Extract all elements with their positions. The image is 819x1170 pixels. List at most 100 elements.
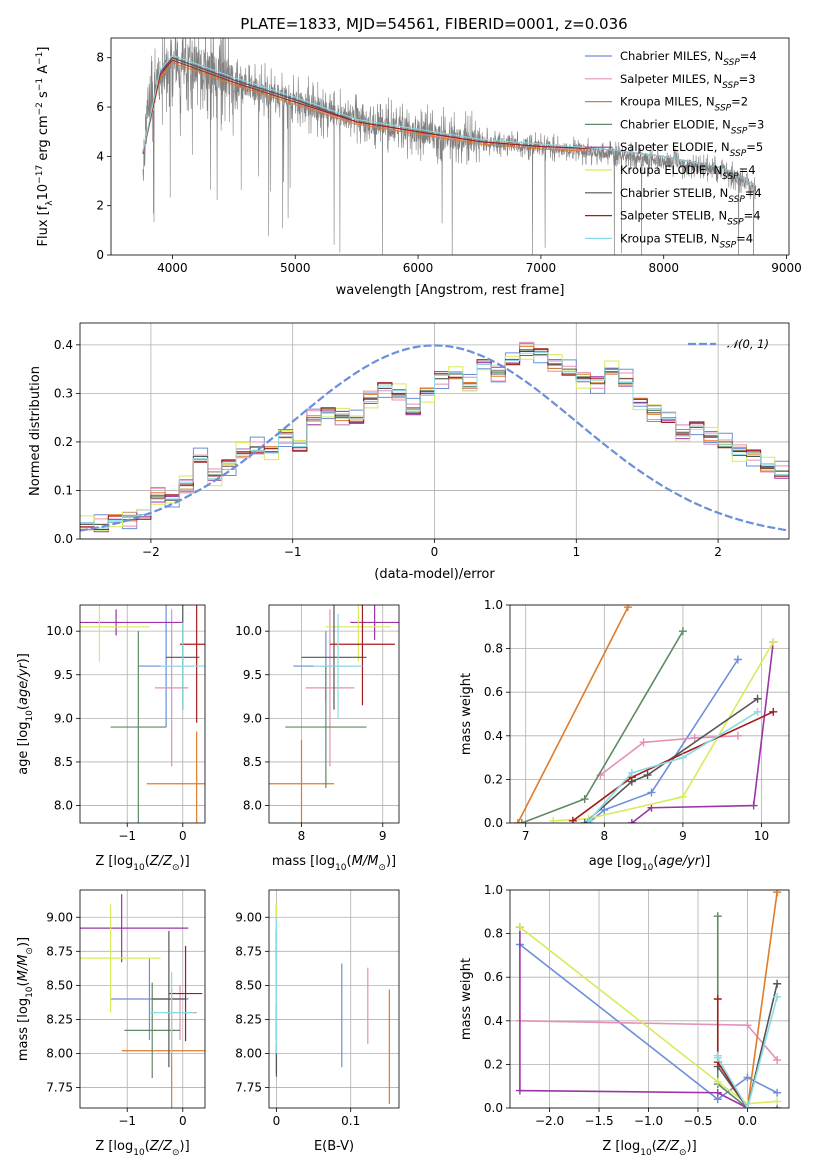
weight-marker <box>627 768 636 777</box>
x-tick-label: 8 <box>600 829 608 843</box>
plot-area <box>80 341 789 533</box>
x-tick-label: 0.0 <box>738 1114 757 1128</box>
weight-series-line <box>521 630 684 823</box>
weight-marker <box>678 627 687 636</box>
weight-marker <box>713 1088 722 1097</box>
weight-series-line <box>584 698 759 823</box>
spectrum-panel: 4000 5000 6000 7000 8000 9000 0 2 4 6 8 wavelength … <box>35 37 802 298</box>
axes-frame <box>509 604 790 824</box>
y-tick-label: 6 <box>96 100 104 114</box>
errorbar-point <box>329 605 395 706</box>
plot-area <box>513 605 778 823</box>
errorbar-point <box>80 903 161 1013</box>
legend-entry: Chabrier MILES, NSSP=4 <box>620 49 757 68</box>
y-tick-label: 8.5 <box>54 755 73 769</box>
x-tick-label: −1.5 <box>584 1114 613 1128</box>
axes-frame <box>268 889 400 1109</box>
x-tick-label: 10 <box>754 829 769 843</box>
weight-marker <box>647 788 656 797</box>
weight-marker <box>773 979 782 988</box>
legend-entry: Kroupa STELIB, NSSP=4 <box>620 231 753 250</box>
y-tick-label: 0.6 <box>484 685 503 699</box>
weight-marker <box>773 992 782 1001</box>
plot-area <box>275 903 390 1104</box>
weight-marker <box>580 795 589 804</box>
y-tick-label: 8.25 <box>46 1012 73 1026</box>
y-tick-label: 0.4 <box>54 338 73 352</box>
y-tick-label: 10.0 <box>46 624 73 638</box>
x-tick-label: 9 <box>679 829 687 843</box>
legend-entry: Chabrier STELIB, NSSP=4 <box>620 186 762 205</box>
x-tick-label: 5000 <box>280 261 311 275</box>
weight-series-line <box>599 735 738 776</box>
y-axis-label: mass weight <box>459 958 474 1040</box>
y-tick-label: 0.8 <box>484 927 503 941</box>
weight-series-line <box>517 606 629 823</box>
y-tick-label: 8.5 <box>243 755 262 769</box>
y-tick-label: 0.4 <box>484 729 503 743</box>
weight-marker <box>639 738 648 747</box>
mass-vs-Z-panel: −1 0 7.75 8.00 8.25 8.50 8.75 9.00 Z [log10(Z/Z⊙… <box>16 889 206 1158</box>
x-axis-label: Z [log10(Z/Z⊙)] <box>95 854 189 873</box>
weight-marker <box>733 655 742 664</box>
weight-marker <box>713 995 722 1003</box>
errorbar-point <box>110 631 167 823</box>
weight-marker <box>623 605 632 612</box>
y-axis-label: age [log10(age/yr)] <box>16 653 35 775</box>
y-tick-label: 0.0 <box>54 532 73 546</box>
weight-marker <box>549 816 558 823</box>
legend-entry: Salpeter ELODIE, NSSP=5 <box>620 140 763 159</box>
errorbar-point <box>80 894 189 963</box>
x-tick-label: −1 <box>118 1114 136 1128</box>
weight-marker <box>713 1077 722 1086</box>
y-tick-label: 9.0 <box>54 711 73 725</box>
x-tick-label: −1 <box>118 829 136 843</box>
weight-marker <box>773 1056 782 1065</box>
histogram-series <box>80 345 789 530</box>
x-tick-label: 8 <box>298 829 306 843</box>
plot-area <box>80 894 205 1108</box>
y-tick-label: 8.0 <box>243 799 262 813</box>
axes-frame <box>79 604 206 824</box>
x-tick-label: 0.1 <box>341 1114 360 1128</box>
x-axis-label: age [log10(age/yr)] <box>589 854 711 873</box>
y-tick-label: 0.1 <box>54 483 73 497</box>
histogram-series <box>80 354 789 531</box>
mass-vs-EBV-panel: 0 0.1 7.75 8.00 8.25 8.50 8.75 9.00 E(B-V) <box>235 889 400 1154</box>
y-tick-label: 0.6 <box>484 970 503 984</box>
x-tick-label: 9 <box>379 829 387 843</box>
y-tick-label: 8 <box>96 51 104 65</box>
x-tick-label: 2 <box>714 545 722 559</box>
errorbar-point <box>305 609 355 767</box>
x-tick-label: 0 <box>179 829 187 843</box>
histogram-series <box>80 341 789 531</box>
legend-entry: Kroupa MILES, NSSP=2 <box>620 95 748 114</box>
legend: 𝒩(0, 1) <box>688 337 769 351</box>
y-tick-label: 8.75 <box>235 944 262 958</box>
x-tick-label: −2 <box>142 545 160 559</box>
weight-marker <box>517 819 526 823</box>
weight-marker <box>678 792 687 801</box>
plot-area <box>269 605 399 823</box>
weight-marker <box>743 1021 752 1030</box>
histogram-series <box>80 348 789 530</box>
legend-entry: Kroupa ELODIE, NSSP=4 <box>620 163 756 182</box>
weight-marker <box>513 819 522 823</box>
y-tick-label: 9.00 <box>235 910 262 924</box>
weight-series-line <box>746 892 778 1108</box>
legend-entry: 𝒩(0, 1) <box>727 337 769 351</box>
y-tick-label: 7.75 <box>235 1081 262 1095</box>
weight-marker <box>733 731 742 740</box>
plot-area <box>80 605 205 823</box>
y-tick-label: 0.0 <box>484 816 503 830</box>
y-axis-label: mass [log10(M/M⊙)] <box>16 937 35 1061</box>
y-tick-label: 1.0 <box>484 883 503 897</box>
mass-weight-vs-age-panel: 7 8 9 10 0.0 0.2 0.4 0.6 0.8 1.0 age [log10(age/yr… <box>459 598 790 873</box>
y-tick-label: 7.75 <box>46 1081 73 1095</box>
x-axis-label: E(B-V) <box>314 1139 354 1154</box>
histogram-series <box>80 352 789 529</box>
weight-series-line <box>587 711 758 822</box>
y-tick-label: 0 <box>96 248 104 262</box>
weight-marker <box>515 923 524 932</box>
